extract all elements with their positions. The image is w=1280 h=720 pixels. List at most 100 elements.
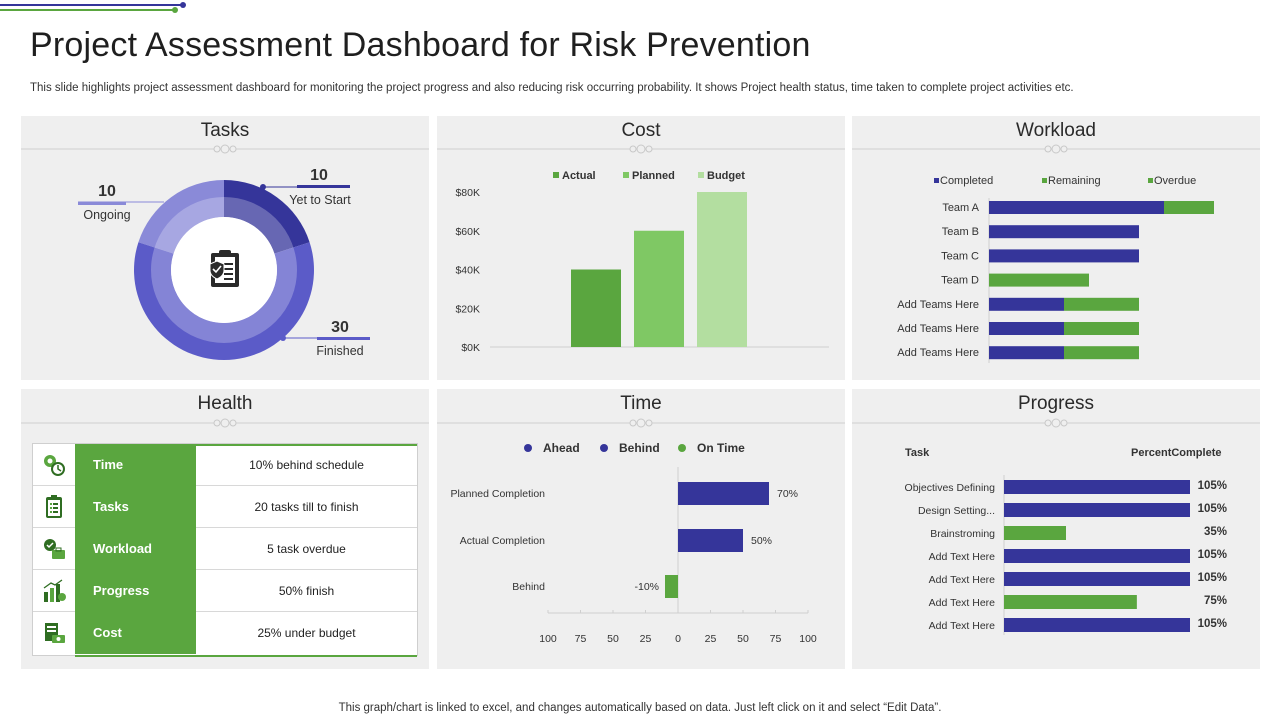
time-bar-planned-completion: [678, 482, 769, 505]
progress-header-task: Task: [905, 447, 930, 459]
ongoing-value: 10: [98, 183, 116, 200]
decor-dot-green: [172, 7, 178, 13]
progress-bar: [1004, 618, 1190, 632]
time-legend-label: Behind: [619, 441, 660, 455]
time-legend-dot: [600, 444, 608, 452]
workload-legend-swatch: [1042, 178, 1047, 183]
cost-panel: Cost $0K $20K $40K $60K $80K Actual Planned Bud…: [437, 116, 845, 380]
health-label-tasks: Tasks: [75, 486, 196, 528]
decor-dot-navy: [180, 2, 186, 8]
progress-bar: [1004, 526, 1066, 540]
time-x-tick: 100: [799, 633, 817, 645]
panel-title-health: Health: [197, 393, 253, 414]
time-x-tick: 50: [607, 633, 619, 645]
cost-chart: $0K $20K $40K $60K $80K Actual Planned Budget: [437, 144, 845, 354]
cost-legend-swatch: [623, 172, 629, 178]
health-label-progress: Progress: [75, 570, 196, 612]
page-subtitle: This slide highlights project assessment…: [30, 82, 1074, 94]
separator-knot: [213, 144, 237, 154]
page-title: Project Assessment Dashboard for Risk Pr…: [30, 26, 811, 64]
time-value-label: 70%: [777, 488, 798, 500]
footer-note: This graph/chart is linked to excel, and…: [338, 702, 942, 714]
progress-category-label: Brainstroming: [930, 528, 995, 540]
progress-bar: [1004, 572, 1190, 586]
cost-legend-swatch: [698, 172, 704, 178]
decor-line-green: [0, 9, 174, 11]
clock-gears-icon: [33, 444, 75, 486]
health-row-workload: Workload 5 task overdue: [33, 528, 417, 570]
workload-legend-label: Overdue: [1154, 175, 1196, 187]
workload-category-label: Add Teams Here: [897, 347, 979, 359]
workload-category-label: Team C: [941, 250, 979, 262]
time-legend-dot: [524, 444, 532, 452]
cost-legend-label: Planned: [632, 170, 675, 182]
finished-value: 30: [331, 319, 349, 336]
workload-bar-remaining: [1064, 346, 1139, 360]
workload-bar-remaining: [1064, 297, 1139, 311]
separator-knot: [629, 418, 653, 428]
progress-header-percent: PercentComplete: [1131, 447, 1221, 459]
health-value-tasks: 20 tasks till to finish: [254, 500, 359, 514]
workload-category-label: Team B: [942, 226, 979, 238]
time-value-label: 50%: [751, 535, 772, 547]
progress-value-label: 75%: [1204, 595, 1227, 607]
checklist-icon: [33, 486, 75, 528]
decor-line-navy: [0, 4, 182, 6]
progress-bar: [1004, 503, 1190, 517]
health-table: Time 10% behind schedule Tasks 20 tasks …: [32, 443, 418, 657]
progress-category-label: Design Setting...: [918, 505, 995, 517]
workload-briefcase-icon: [33, 528, 75, 570]
finished-label: Finished: [316, 344, 363, 358]
progress-category-label: Add Text Here: [929, 551, 996, 563]
workload-category-label: Add Teams Here: [897, 323, 979, 335]
health-row-progress: Progress 50% finish: [33, 570, 417, 612]
health-row-tasks: Tasks 20 tasks till to finish: [33, 486, 417, 528]
progress-value-label: 105%: [1198, 618, 1227, 630]
yet-to-start-underline: [297, 185, 350, 188]
cost-legend-swatch: [553, 172, 559, 178]
time-legend-label: Ahead: [543, 441, 580, 455]
panel-title-cost: Cost: [621, 120, 661, 141]
workload-bar-remaining: [1164, 201, 1214, 214]
cost-bar-planned: [634, 230, 684, 347]
cost-y-tick: $20K: [455, 303, 480, 315]
time-x-tick: 50: [737, 633, 749, 645]
separator-knot: [1044, 144, 1068, 154]
ongoing-underline: [78, 202, 126, 205]
progress-category-label: Add Text Here: [929, 574, 996, 586]
time-category-label: Actual Completion: [460, 535, 545, 547]
money-document-icon: [33, 612, 75, 654]
workload-legend-label: Completed: [940, 175, 993, 187]
health-value-time: 10% behind schedule: [249, 458, 364, 472]
progress-bar: [1004, 595, 1137, 609]
progress-category-label: Add Text Here: [929, 597, 996, 609]
cost-y-tick: $0K: [461, 342, 480, 354]
tasks-chart: 10 Ongoing 10 Yet to Start 30 Finished: [21, 144, 429, 360]
progress-chart: Task PercentComplete Objectives Defining 10…: [852, 418, 1260, 635]
time-legend-label: On Time: [697, 441, 745, 455]
time-category-label: Behind: [512, 581, 545, 593]
health-value-workload: 5 task overdue: [267, 542, 346, 556]
donut-inner-ring: [151, 197, 297, 343]
cost-legend-label: Actual: [562, 170, 596, 182]
workload-bar-completed: [989, 225, 1139, 239]
time-value-label: -10%: [634, 581, 659, 593]
time-x-tick: 25: [640, 633, 652, 645]
separator-knot: [1044, 418, 1068, 428]
health-row-time: Time 10% behind schedule: [33, 444, 417, 486]
progress-bar: [1004, 480, 1190, 494]
progress-value-label: 105%: [1198, 572, 1227, 584]
cost-bar-budget: [697, 192, 747, 347]
progress-bar: [1004, 549, 1190, 563]
time-x-tick: 100: [539, 633, 557, 645]
time-chart: 100 75 50 25 0 25 50 75 100 Planned Completion 70%…: [437, 418, 845, 645]
workload-category-label: Add Teams Here: [897, 299, 979, 311]
time-bar-actual-completion: [678, 529, 743, 552]
progress-value-label: 105%: [1198, 549, 1227, 561]
health-table-bottom-border: [75, 655, 417, 657]
panel-title-time: Time: [620, 393, 662, 414]
workload-legend-swatch: [1148, 178, 1153, 183]
health-label-cost: Cost: [75, 612, 196, 654]
time-x-tick: 75: [575, 633, 587, 645]
cost-y-tick: $80K: [455, 187, 480, 199]
